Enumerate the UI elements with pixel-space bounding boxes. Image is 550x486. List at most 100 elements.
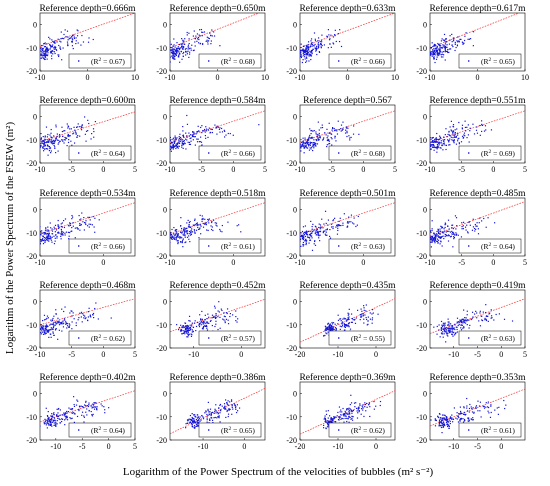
data-point [188,56,190,59]
data-point [430,148,432,151]
data-point [324,233,326,235]
legend-box [328,53,392,69]
data-point [41,44,43,47]
data-point [428,145,429,146]
data-point [174,230,176,232]
data-point [306,44,308,46]
data-point [452,233,454,236]
data-point [334,29,336,31]
data-point [464,35,466,37]
data-point [446,46,448,49]
data-point [50,150,52,152]
data-point [435,137,437,140]
data-point [466,320,468,322]
data-point [207,218,209,221]
data-point [219,421,221,423]
data-point [330,34,332,36]
data-point [434,61,436,64]
data-point [207,401,209,403]
data-point [454,234,456,236]
data-point [431,146,434,148]
data-point [49,237,51,239]
data-point [56,232,59,234]
data-point [173,146,176,148]
data-point [46,43,48,45]
data-point [303,142,305,144]
data-point [454,215,457,217]
data-point [458,137,460,139]
data-point [55,313,57,315]
data-point [50,327,52,329]
data-point [324,334,326,337]
data-point [435,140,437,142]
data-point [343,317,345,319]
data-point [478,405,481,407]
data-point [193,418,195,420]
data-point [366,406,368,408]
data-point [440,332,443,334]
data-point [54,42,56,44]
data-point [67,39,69,41]
x-tick-label: 0 [231,258,235,267]
data-point [40,239,43,241]
data-point [38,324,39,325]
data-point [68,38,70,40]
data-point [319,228,321,230]
data-point [181,46,183,48]
data-point [444,328,447,330]
data-point [231,400,233,402]
data-point [207,129,210,131]
legend: (R2 = 0.63) [328,238,392,254]
data-point [49,147,51,150]
data-point [40,50,41,52]
data-point [42,47,44,50]
data-point [331,127,334,130]
data-point [326,36,329,38]
subplot-6: Reference depth=0.584m-10 -5 0 5-20-100(R2 … [156,95,267,174]
data-point [324,132,326,134]
data-point [178,236,181,238]
data-point [348,411,350,413]
data-point [337,33,339,35]
data-point [426,57,427,58]
data-point [431,241,433,243]
data-point [443,46,446,48]
data-point [327,29,330,31]
data-point [300,234,301,236]
data-point [314,229,316,231]
data-point [475,225,477,227]
data-point [367,320,369,322]
data-point [44,45,46,48]
data-point [192,331,194,333]
data-point [452,231,454,234]
data-point [183,40,185,42]
data-point [442,139,444,141]
data-point [161,59,162,60]
data-point [443,232,445,234]
data-point [40,326,43,328]
data-point [196,131,198,133]
data-point [329,328,331,331]
data-point [313,143,315,146]
data-point [42,52,44,54]
data-point [442,423,444,425]
data-point [46,427,48,429]
data-point [59,46,61,48]
data-point [460,141,463,143]
data-point [434,45,436,47]
data-point [480,120,483,122]
data-point [364,314,366,316]
data-point [346,409,348,411]
data-point [191,231,194,233]
data-point [81,414,83,416]
data-point [63,220,65,222]
data-point [451,41,453,43]
data-point [47,145,50,147]
y-tick-label: 0 [33,113,37,122]
data-point [90,316,92,318]
data-point [448,323,450,325]
data-point [88,122,90,125]
data-point [437,54,439,56]
data-point [346,225,349,227]
data-point [479,134,481,136]
